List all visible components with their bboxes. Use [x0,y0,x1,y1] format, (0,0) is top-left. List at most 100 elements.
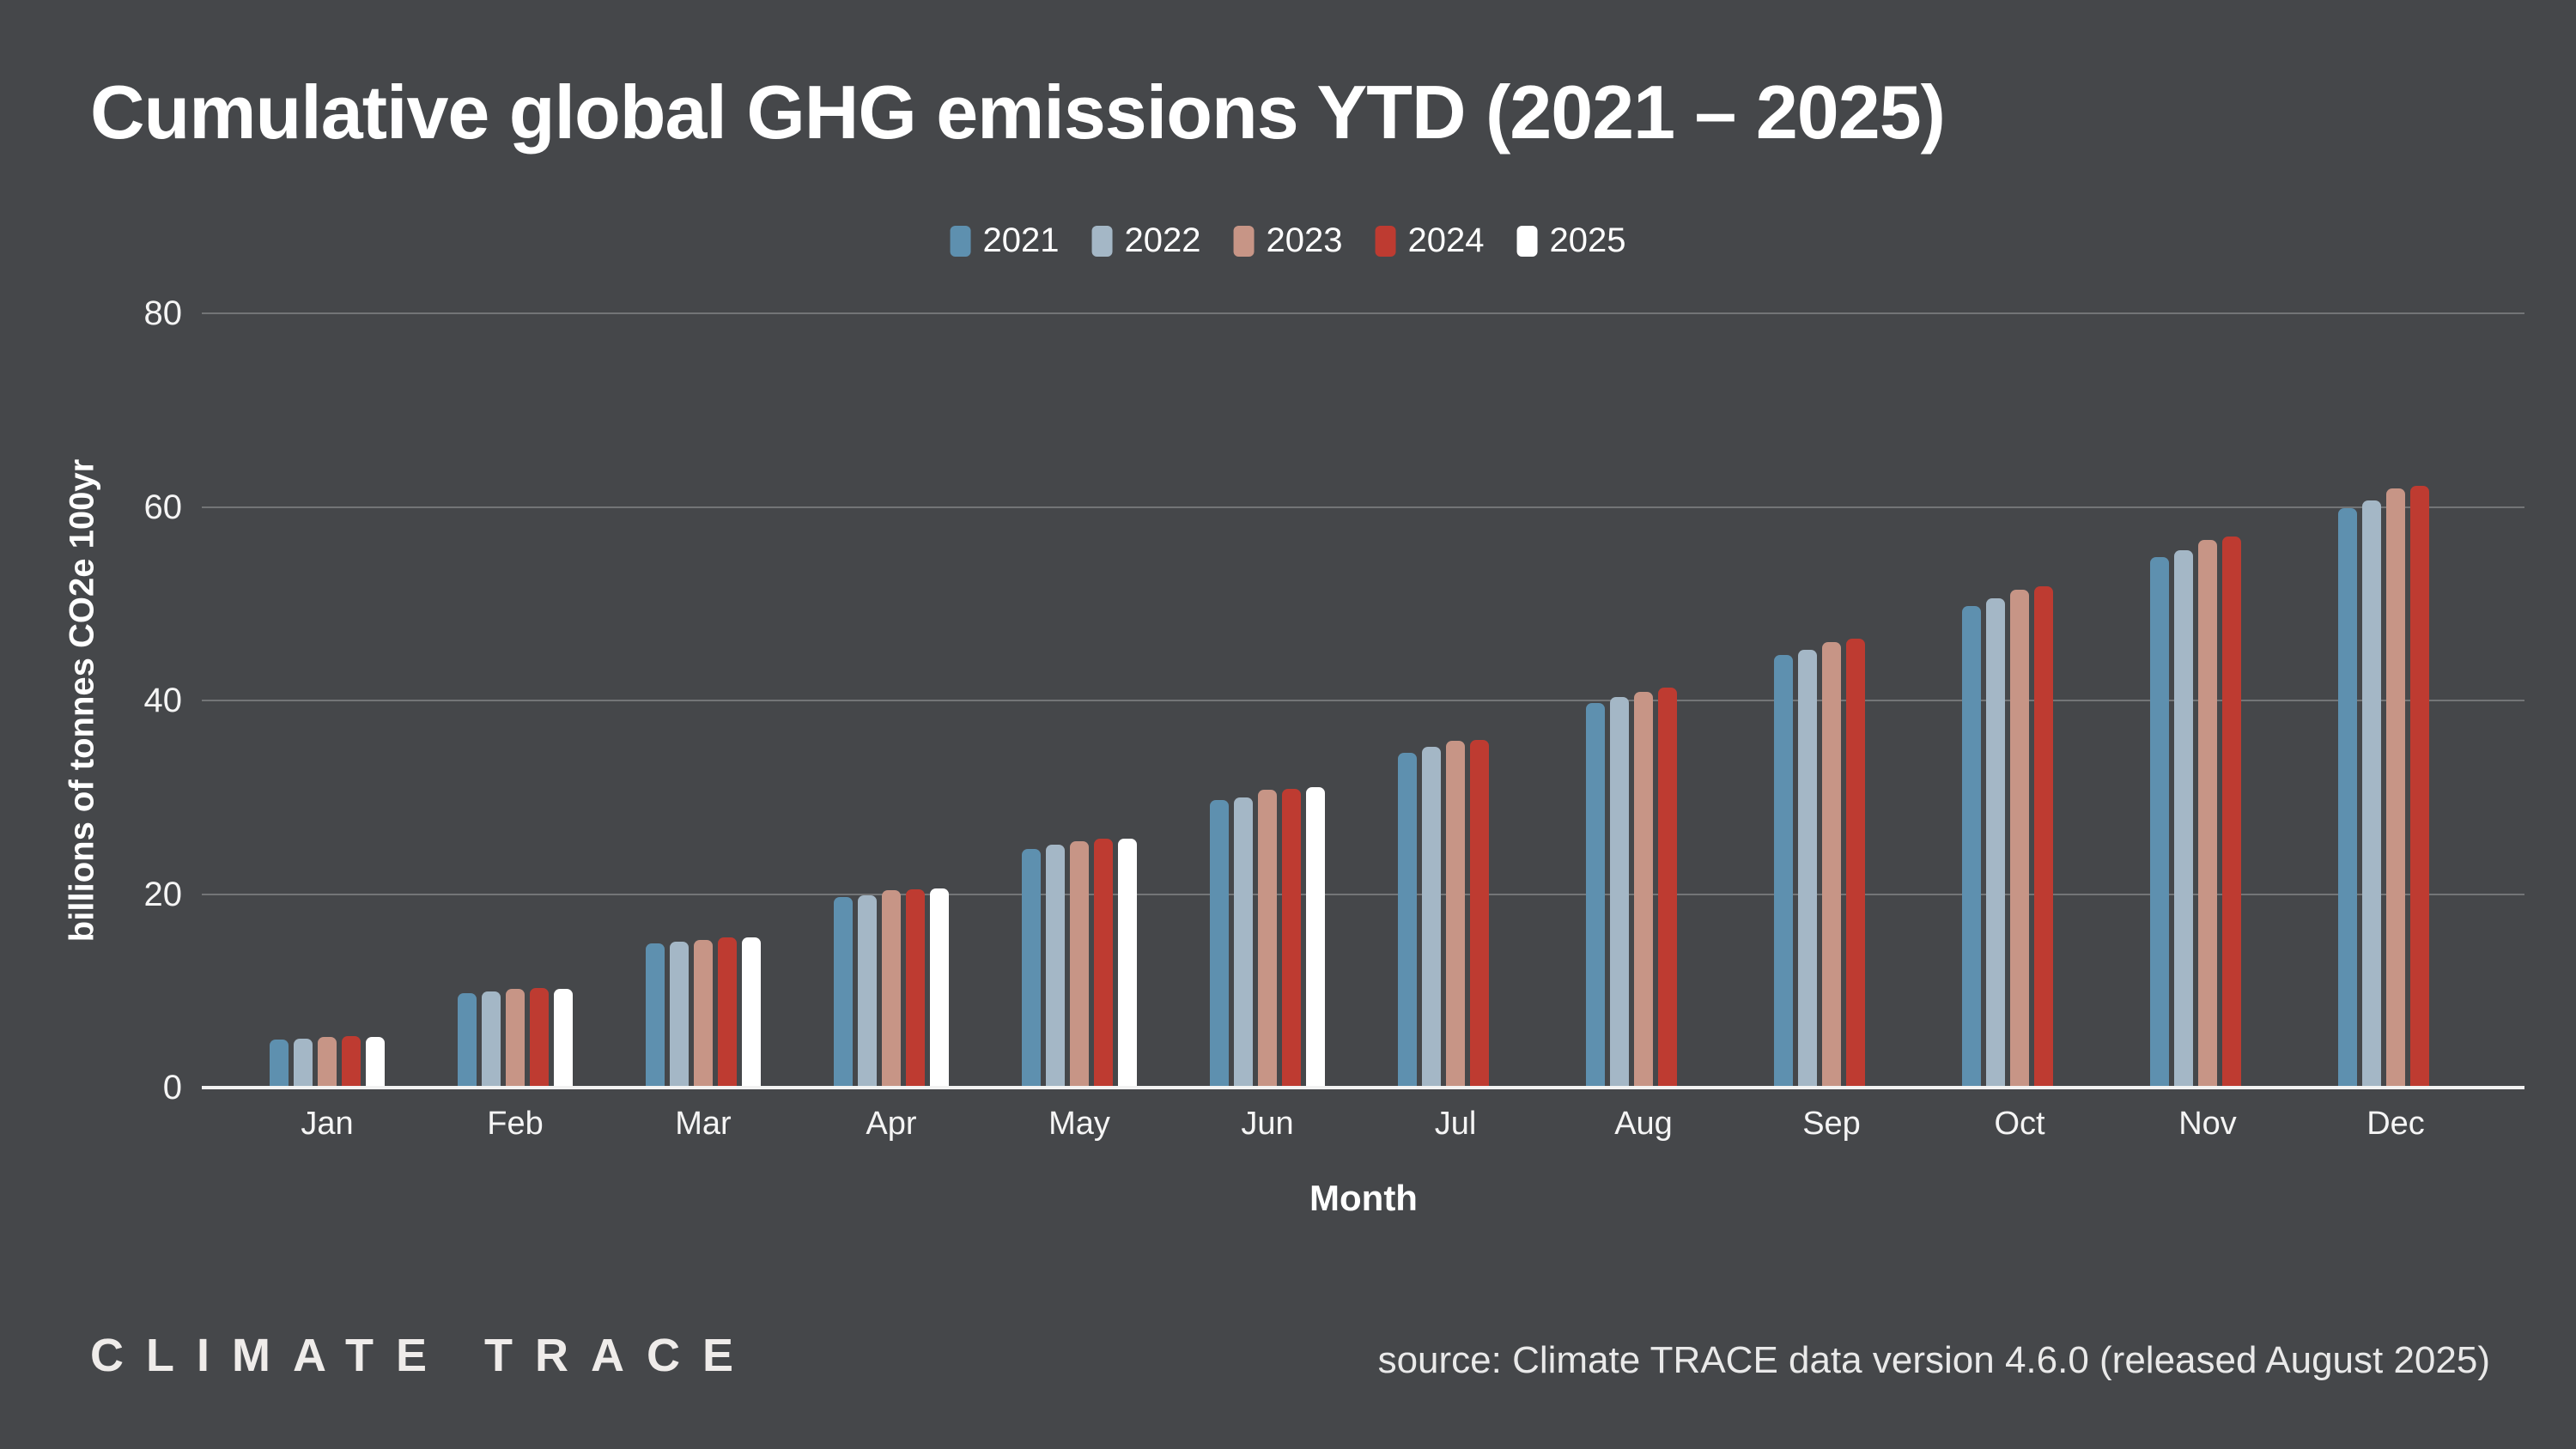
bar-group-Jan [270,313,385,1088]
legend-label: 2022 [1124,221,1201,259]
bar-May-2023 [1070,840,1089,1088]
y-tick-label-80: 80 [143,294,183,332]
legend-label: 2025 [1549,221,1626,259]
bar-group-Aug [1586,313,1701,1088]
source-note: source: Climate TRACE data version 4.6.0… [1377,1339,2490,1381]
bar-Apr-2021 [834,896,853,1088]
gridline-60 [202,506,2524,508]
bar-Jun-2024 [1282,788,1301,1088]
bar-group-Jun [1210,313,1325,1088]
bar-Feb-2022 [482,991,501,1088]
bar-Jul-2022 [1422,747,1441,1088]
brand-logo: CLIMATE TRACE [90,1330,756,1381]
bar-Jan-2024 [342,1036,361,1088]
y-tick-label-0: 0 [162,1069,182,1106]
x-tick-label-Jun: Jun [1241,1106,1294,1142]
x-tick-label-Dec: Dec [2366,1106,2425,1142]
bar-Nov-2024 [2222,537,2241,1088]
bar-group-Sep [1774,313,1889,1088]
chart-legend: 2021 2022 2023 2024 2025 [944,221,1633,260]
bar-Oct-2022 [1986,597,2005,1088]
bar-group-Nov [2150,313,2265,1088]
bar-group-Apr [834,313,949,1088]
x-tick-label-Jan: Jan [301,1106,354,1142]
gridline-80 [202,312,2524,314]
bar-Jan-2021 [270,1039,289,1088]
bar-Jan-2025 [366,1037,385,1088]
bar-group-May [1022,313,1137,1088]
gridline-20 [202,893,2524,895]
y-tick-label-20: 20 [143,875,183,913]
bar-May-2022 [1046,845,1065,1088]
bar-group-Dec [2338,313,2453,1088]
bar-Oct-2021 [1962,605,1981,1088]
legend-swatch-2024 [1375,225,1396,257]
bar-Oct-2024 [2034,585,2053,1088]
bar-Mar-2024 [718,937,737,1088]
legend-label: 2024 [1407,221,1485,259]
bar-Dec-2024 [2410,485,2429,1088]
bar-Jan-2022 [294,1038,313,1088]
bar-Nov-2021 [2150,557,2169,1088]
bar-May-2024 [1094,839,1113,1088]
bar-Mar-2022 [670,941,689,1088]
x-axis-line [202,1086,2524,1089]
bar-Jan-2023 [318,1037,337,1088]
x-tick-label-Oct: Oct [1994,1106,2045,1142]
bar-Dec-2021 [2338,507,2357,1088]
legend-swatch-2025 [1516,225,1538,257]
legend-swatch-2022 [1091,225,1113,257]
bar-Jul-2024 [1470,740,1489,1088]
bar-group-Mar [646,313,761,1088]
bar-Aug-2022 [1610,696,1629,1088]
bar-Jun-2025 [1306,787,1325,1088]
bar-Apr-2022 [858,894,877,1088]
bar-group-Jul [1398,313,1513,1088]
legend-swatch-2023 [1233,225,1255,257]
plot-area [202,312,2524,1089]
bar-Jun-2022 [1234,797,1253,1088]
bar-Jun-2023 [1258,789,1277,1088]
bar-May-2025 [1118,839,1137,1088]
legend-label: 2021 [982,221,1060,259]
x-tick-label-Nov: Nov [2178,1106,2237,1142]
bar-Feb-2024 [530,987,549,1088]
legend-item-2022: 2022 [1085,221,1208,260]
bar-Mar-2021 [646,943,665,1088]
bar-Sep-2021 [1774,655,1793,1088]
y-tick-label-40: 40 [143,682,183,719]
bar-Jun-2021 [1210,800,1229,1088]
bar-Feb-2025 [554,989,573,1088]
x-axis-title: Month [1309,1178,1418,1218]
legend-item-2023: 2023 [1227,221,1350,260]
x-tick-label-May: May [1048,1106,1110,1142]
bar-Dec-2023 [2386,488,2405,1088]
bar-Sep-2024 [1846,638,1865,1088]
bar-Feb-2021 [458,992,477,1088]
bar-Nov-2022 [2174,550,2193,1088]
x-tick-label-Sep: Sep [1802,1106,1861,1142]
bar-Feb-2023 [506,989,525,1088]
bar-Aug-2024 [1658,688,1677,1088]
bar-Jul-2021 [1398,752,1417,1088]
bar-group-Feb [458,313,573,1088]
x-tick-label-Mar: Mar [675,1106,732,1142]
bar-Jul-2023 [1446,741,1465,1088]
legend-item-2025: 2025 [1510,221,1632,260]
bar-Mar-2023 [694,939,713,1088]
bar-Aug-2023 [1634,691,1653,1088]
bar-Mar-2025 [742,937,761,1088]
page-title: Cumulative global GHG emissions YTD (202… [90,70,1946,155]
legend-item-2024: 2024 [1368,221,1491,260]
bar-Oct-2023 [2010,590,2029,1088]
x-tick-label-Feb: Feb [487,1106,544,1142]
legend-label: 2023 [1266,221,1343,259]
bar-Apr-2023 [882,890,901,1088]
bar-Aug-2021 [1586,703,1605,1088]
y-tick-label-60: 60 [143,488,183,526]
bar-group-Oct [1962,313,2077,1088]
bar-Sep-2022 [1798,650,1817,1088]
legend-swatch-2021 [950,225,971,257]
bar-May-2021 [1022,848,1041,1088]
